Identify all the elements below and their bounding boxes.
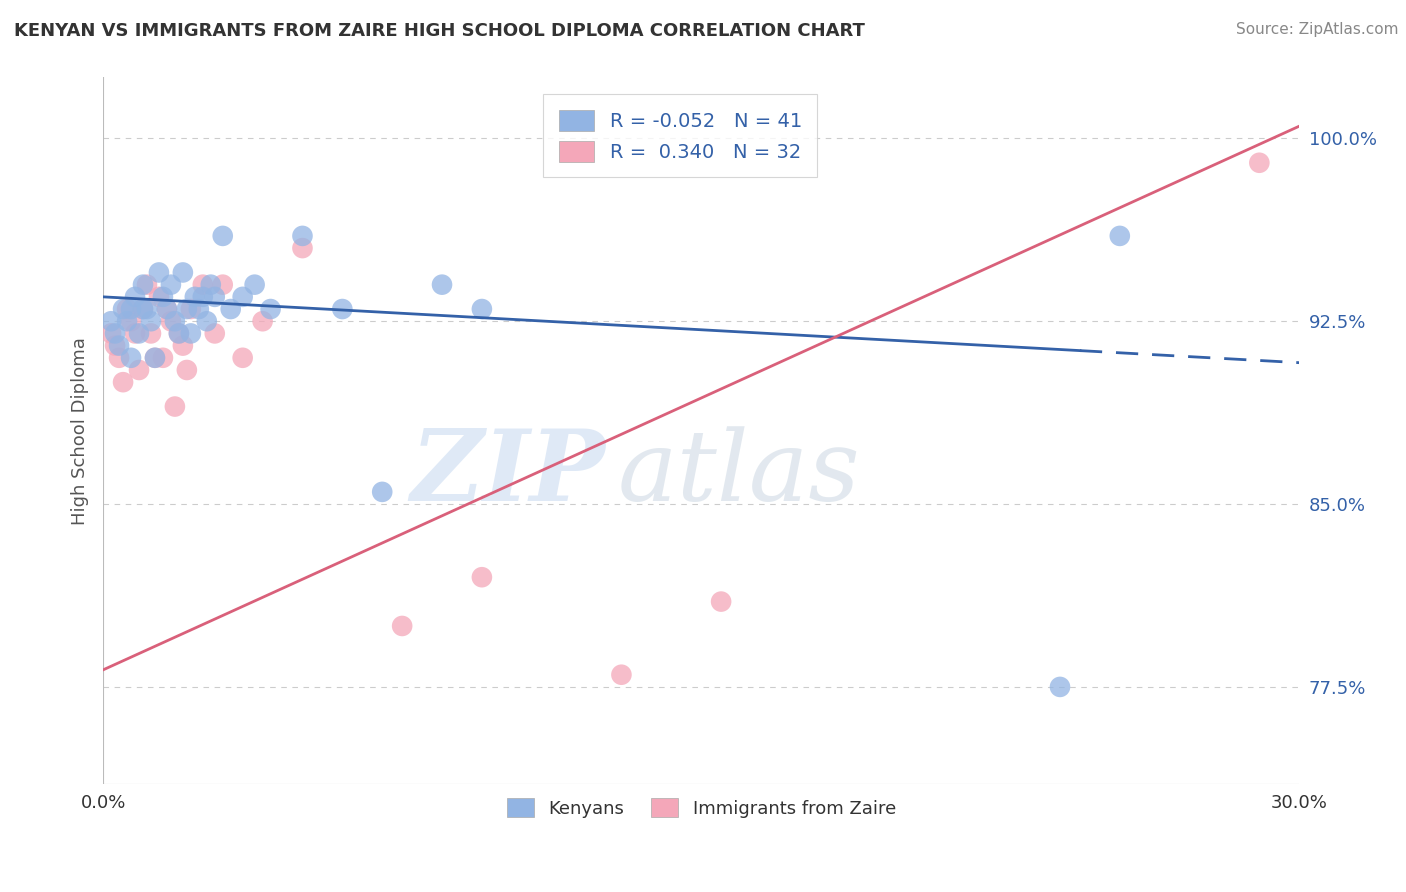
- Point: [330, 301, 353, 316]
- Point: [219, 301, 242, 316]
- Point: [143, 351, 166, 365]
- Point: [710, 594, 733, 608]
- Point: [243, 277, 266, 292]
- Point: [180, 326, 202, 341]
- Point: [128, 326, 150, 341]
- Point: [211, 228, 233, 243]
- Point: [160, 277, 183, 292]
- Point: [120, 314, 142, 328]
- Point: [136, 301, 159, 316]
- Point: [204, 290, 226, 304]
- Point: [108, 351, 131, 365]
- Point: [1249, 155, 1271, 169]
- Point: [211, 277, 233, 292]
- Point: [259, 301, 281, 316]
- Point: [104, 338, 127, 352]
- Point: [148, 265, 170, 279]
- Point: [128, 363, 150, 377]
- Point: [136, 277, 159, 292]
- Point: [391, 619, 413, 633]
- Text: ZIP: ZIP: [411, 425, 606, 522]
- Point: [112, 375, 135, 389]
- Point: [200, 277, 222, 292]
- Point: [163, 314, 186, 328]
- Text: atlas: atlas: [617, 425, 860, 521]
- Point: [172, 265, 194, 279]
- Point: [471, 301, 494, 316]
- Point: [132, 301, 155, 316]
- Point: [184, 290, 207, 304]
- Point: [139, 326, 162, 341]
- Point: [139, 314, 162, 328]
- Point: [176, 301, 198, 316]
- Point: [291, 228, 314, 243]
- Point: [124, 290, 146, 304]
- Point: [232, 351, 254, 365]
- Point: [132, 301, 155, 316]
- Point: [167, 326, 190, 341]
- Legend: Kenyans, Immigrants from Zaire: Kenyans, Immigrants from Zaire: [499, 791, 903, 825]
- Point: [132, 277, 155, 292]
- Point: [160, 314, 183, 328]
- Point: [187, 301, 209, 316]
- Point: [152, 351, 174, 365]
- Point: [371, 484, 394, 499]
- Point: [430, 277, 453, 292]
- Point: [100, 314, 122, 328]
- Point: [143, 351, 166, 365]
- Point: [124, 326, 146, 341]
- Point: [191, 290, 214, 304]
- Point: [108, 338, 131, 352]
- Point: [1108, 228, 1130, 243]
- Point: [252, 314, 274, 328]
- Point: [112, 301, 135, 316]
- Point: [115, 301, 138, 316]
- Point: [471, 570, 494, 584]
- Point: [204, 326, 226, 341]
- Point: [163, 400, 186, 414]
- Point: [148, 290, 170, 304]
- Point: [156, 301, 179, 316]
- Point: [104, 326, 127, 341]
- Point: [1049, 680, 1071, 694]
- Point: [120, 351, 142, 365]
- Point: [156, 301, 179, 316]
- Text: KENYAN VS IMMIGRANTS FROM ZAIRE HIGH SCHOOL DIPLOMA CORRELATION CHART: KENYAN VS IMMIGRANTS FROM ZAIRE HIGH SCH…: [14, 22, 865, 40]
- Point: [180, 301, 202, 316]
- Point: [291, 241, 314, 255]
- Point: [232, 290, 254, 304]
- Point: [167, 326, 190, 341]
- Point: [191, 277, 214, 292]
- Point: [152, 290, 174, 304]
- Point: [100, 326, 122, 341]
- Point: [115, 314, 138, 328]
- Point: [610, 667, 633, 681]
- Text: Source: ZipAtlas.com: Source: ZipAtlas.com: [1236, 22, 1399, 37]
- Point: [172, 338, 194, 352]
- Point: [195, 314, 218, 328]
- Y-axis label: High School Diploma: High School Diploma: [72, 337, 89, 524]
- Point: [176, 363, 198, 377]
- Point: [120, 301, 142, 316]
